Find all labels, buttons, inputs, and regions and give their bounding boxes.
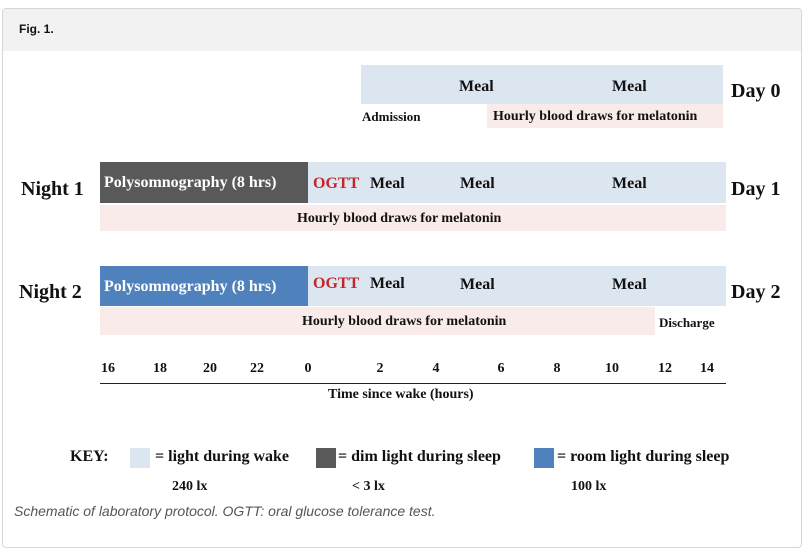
key-swatch-dim-sleep [316, 448, 336, 468]
day2-meal-1: Meal [370, 275, 405, 292]
day2-meal-3: Meal [612, 276, 647, 293]
day1-label: Day 1 [731, 178, 781, 200]
night1-polysomnography: Polysomnography (8 hrs) [104, 174, 277, 191]
night1-blood-band [100, 205, 726, 231]
key-label-light-wake: = light during wake [155, 448, 290, 465]
figure-header: Fig. 1. [3, 9, 801, 51]
night2-label: Night 2 [19, 281, 82, 303]
axis-tick: 16 [101, 361, 115, 376]
day1-wake-band [308, 162, 726, 203]
day0-admission: Admission [362, 109, 421, 124]
day0-meal-1: Meal [459, 78, 494, 95]
key-title: KEY: [70, 448, 109, 465]
axis-tick: 22 [250, 361, 264, 376]
day0-blood-draws: Hourly blood draws for melatonin [493, 109, 698, 124]
night1-label: Night 1 [21, 178, 84, 200]
day2-meal-2: Meal [460, 276, 495, 293]
key-sub-light-wake: 240 lx [172, 479, 208, 494]
time-axis-line [100, 383, 726, 384]
axis-tick: 12 [658, 361, 672, 376]
figure-label: Fig. 1. [19, 22, 54, 36]
day1-meal-1: Meal [370, 175, 405, 192]
day1-meal-3: Meal [612, 175, 647, 192]
axis-tick: 18 [153, 361, 167, 376]
day0-meal-2: Meal [612, 78, 647, 95]
night1-ogtt: OGTT [313, 175, 360, 192]
key-label-room-sleep: = room light during sleep [557, 448, 730, 465]
axis-tick: 2 [376, 361, 384, 376]
key-swatch-light-wake [130, 448, 150, 468]
day1-meal-2: Meal [460, 175, 495, 192]
night2-blood-band [100, 307, 655, 335]
day0-blood-band [487, 104, 723, 128]
key-sub-dim-sleep: < 3 lx [352, 479, 385, 494]
axis-tick: 14 [700, 361, 714, 376]
axis-label: Time since wake (hours) [328, 387, 474, 402]
night1-sleep-band [100, 162, 308, 203]
key-swatch-room-sleep [534, 448, 554, 468]
night2-blood-draws: Hourly blood draws for melatonin [302, 314, 507, 329]
day2-label: Day 2 [731, 281, 781, 303]
night2-ogtt: OGTT [313, 275, 360, 292]
day0-wake-band [361, 65, 723, 104]
axis-tick: 10 [605, 361, 619, 376]
day2-wake-band [308, 266, 726, 306]
day2-discharge: Discharge [659, 315, 715, 330]
axis-tick: 6 [497, 361, 505, 376]
axis-tick: 8 [553, 361, 561, 376]
axis-tick: 4 [432, 361, 440, 376]
night2-polysomnography: Polysomnography (8 hrs) [104, 278, 277, 295]
axis-tick: 20 [203, 361, 217, 376]
night1-blood-draws: Hourly blood draws for melatonin [297, 211, 502, 226]
figure-caption: Schematic of laboratory protocol. OGTT: … [14, 503, 436, 519]
key-sub-room-sleep: 100 lx [571, 479, 607, 494]
key-label-dim-sleep: = dim light during sleep [338, 448, 501, 465]
day0-label: Day 0 [731, 80, 781, 102]
night2-sleep-band [100, 266, 308, 306]
axis-tick: 0 [304, 361, 312, 376]
